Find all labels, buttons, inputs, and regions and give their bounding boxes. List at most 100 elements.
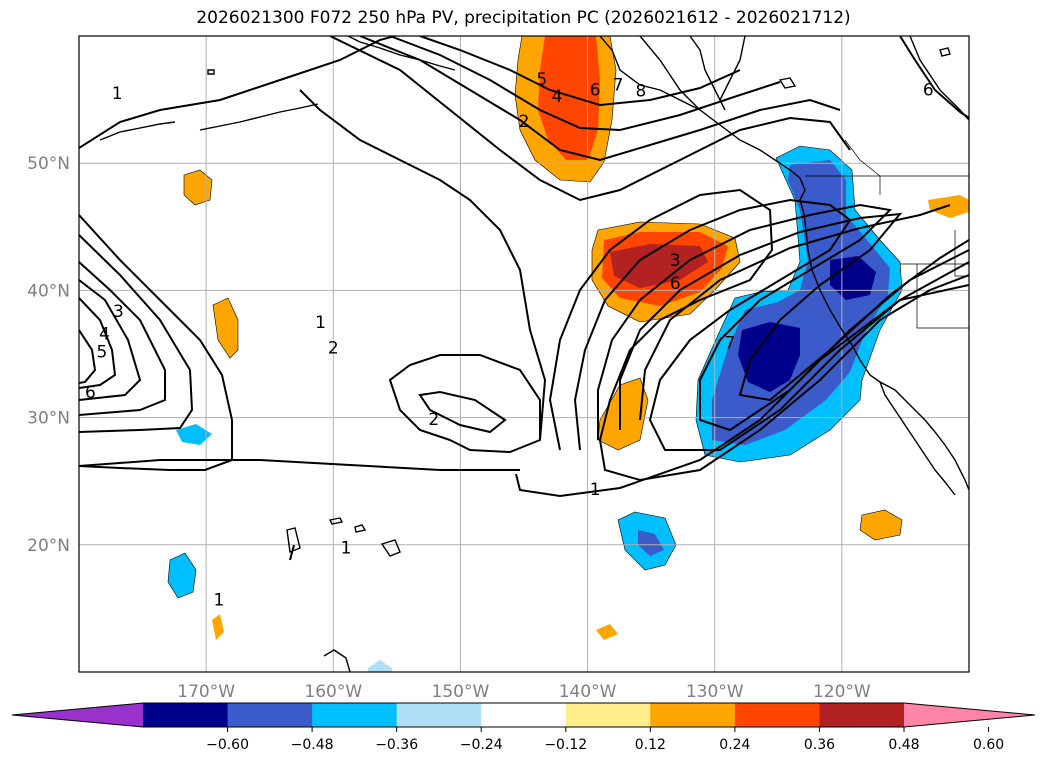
pv-contour-label: 1 bbox=[590, 480, 601, 500]
lon-tick-label: 160°W bbox=[304, 682, 362, 702]
colorbar-bin bbox=[650, 703, 736, 727]
colorbar-bin bbox=[734, 703, 820, 727]
colorbar-tick-label: −0.12 bbox=[544, 737, 587, 753]
shade-positive-west-small bbox=[212, 297, 239, 359]
pv-contour-3 bbox=[79, 261, 166, 416]
colorbar-tick-label: 0.24 bbox=[719, 737, 750, 753]
pv-contour-label: 8 bbox=[636, 82, 647, 102]
pv-contour-label: 5 bbox=[536, 70, 547, 90]
colorbar: −0.60 −0.48 −0.36 −0.24 −0.12 0.12 0.24 0.36 0.4… bbox=[11, 702, 1036, 753]
shade-positive-tiny-1 bbox=[212, 614, 224, 640]
pv-contour-hawaii bbox=[289, 544, 295, 561]
pv-contour-label: 4 bbox=[99, 325, 110, 345]
pv-contour-label: 6 bbox=[85, 383, 96, 403]
pv-contour-jet-3 bbox=[389, 36, 781, 132]
pv-contour-label: 5 bbox=[96, 342, 107, 362]
colorbar-bin bbox=[481, 703, 567, 727]
pv-contour-trough-1 bbox=[548, 188, 969, 482]
coastline-hawaii-big bbox=[323, 649, 351, 672]
pv-contour-jet-2 bbox=[359, 36, 841, 162]
pv-contour-label: 1 bbox=[112, 84, 123, 104]
colorbar-tick-label: −0.60 bbox=[206, 737, 249, 753]
shade-positive-south bbox=[597, 377, 649, 451]
colorbar-tick-label: −0.48 bbox=[291, 737, 334, 753]
shade-negative-subtropic-core bbox=[638, 530, 664, 556]
lat-tick-label: 20°N bbox=[27, 536, 70, 556]
pv-contour-1-loop bbox=[299, 89, 547, 441]
pv-contour-trough-3 bbox=[597, 203, 969, 440]
pv-contour-label: 2 bbox=[328, 339, 339, 359]
colorbar-bin bbox=[227, 703, 313, 727]
political-borders bbox=[805, 139, 969, 329]
map-title: 2026021300 F072 250 hPa PV, precipitatio… bbox=[196, 8, 851, 28]
coastline-aleutians bbox=[99, 103, 319, 141]
colorbar-outline bbox=[11, 702, 1036, 728]
pv-contour-label: 2 bbox=[519, 112, 530, 132]
lon-tick-label: 170°W bbox=[177, 682, 235, 702]
colorbar-bin bbox=[565, 703, 651, 727]
shade-positive-central-core bbox=[610, 244, 708, 288]
pv-contour-5 bbox=[79, 297, 117, 389]
colorbar-bin bbox=[396, 703, 482, 727]
lat-tick-label: 50°N bbox=[27, 154, 70, 174]
shade-negative-sw bbox=[167, 552, 197, 599]
pv-contour-label: 6 bbox=[590, 80, 601, 100]
colorbar-tick-label: 0.12 bbox=[635, 737, 666, 753]
pv-contour-1-south bbox=[79, 284, 969, 498]
pv-contour-label: 6 bbox=[923, 80, 934, 100]
pv-contour-label: 6 bbox=[670, 274, 681, 294]
colorbar-bin bbox=[819, 703, 905, 727]
lon-tick-label: 120°W bbox=[813, 682, 871, 702]
colorbar-extend-low bbox=[12, 703, 143, 727]
pv-contour-label: 1 bbox=[213, 590, 224, 610]
colorbar-tick-label: 0.60 bbox=[973, 737, 1004, 753]
colorbar-tick-label: 0.36 bbox=[804, 737, 835, 753]
pv-contour-trough-5 bbox=[639, 204, 951, 421]
pv-contour-2-inner bbox=[418, 390, 507, 434]
shade-negative-west-coast-core1 bbox=[738, 322, 800, 392]
colorbar-tick-label: 0.48 bbox=[888, 737, 919, 753]
shade-positive-north-small bbox=[183, 169, 213, 206]
coastline-hawaii bbox=[286, 517, 401, 557]
coastline-baja bbox=[879, 381, 956, 496]
pv-contour-label: 3 bbox=[113, 302, 124, 322]
pv-contour-1-north bbox=[79, 36, 396, 149]
pv-contours bbox=[79, 36, 969, 561]
pv-contour-jet-1 bbox=[329, 36, 851, 202]
pv-contour-trough-2 bbox=[573, 198, 969, 451]
shade-positive-baja bbox=[859, 509, 903, 541]
colorbar-bin bbox=[312, 703, 398, 727]
pv-contour-trough-4 bbox=[619, 212, 969, 430]
border-states bbox=[844, 139, 969, 329]
lon-tick-label: 150°W bbox=[432, 682, 490, 702]
pv-contour-6 bbox=[79, 329, 97, 384]
coastline-mainland-arc bbox=[639, 36, 701, 111]
coastlines bbox=[99, 36, 969, 672]
pv-contour-2-ridge bbox=[79, 234, 194, 433]
coastline-bc bbox=[719, 36, 746, 101]
axis-tick-labels: 170°W 160°W 150°W 140°W 130°W 120°W 50°N 40°N 30… bbox=[27, 154, 871, 702]
lat-tick-label: 30°N bbox=[27, 409, 70, 429]
pv-contour-right bbox=[899, 36, 969, 119]
colorbar-tick-label: −0.36 bbox=[375, 737, 418, 753]
lat-tick-label: 40°N bbox=[27, 281, 70, 301]
coastline-islands-ne bbox=[207, 47, 951, 89]
coastline-se-alaska bbox=[689, 36, 726, 111]
shade-positive-tiny-2 bbox=[596, 624, 618, 640]
pv-contour-label: 2 bbox=[428, 410, 439, 430]
coastline-north-america bbox=[599, 36, 969, 491]
pv-contour-label: 7 bbox=[613, 75, 624, 95]
pv-contour-jet-4 bbox=[419, 36, 741, 107]
shade-negative-bottom-tiny bbox=[368, 660, 392, 672]
map-frame bbox=[78, 35, 970, 673]
colorbar-tick-label: −0.24 bbox=[460, 737, 503, 753]
pv-contour-2-loop bbox=[388, 354, 541, 454]
pv-contour-label: 3 bbox=[670, 251, 681, 271]
lon-tick-label: 140°W bbox=[559, 682, 617, 702]
lon-tick-label: 130°W bbox=[686, 682, 744, 702]
pv-contour-1-main bbox=[79, 214, 233, 471]
colorbar-extend-high bbox=[904, 703, 1035, 727]
pv-contour-label: 1 bbox=[341, 538, 352, 558]
